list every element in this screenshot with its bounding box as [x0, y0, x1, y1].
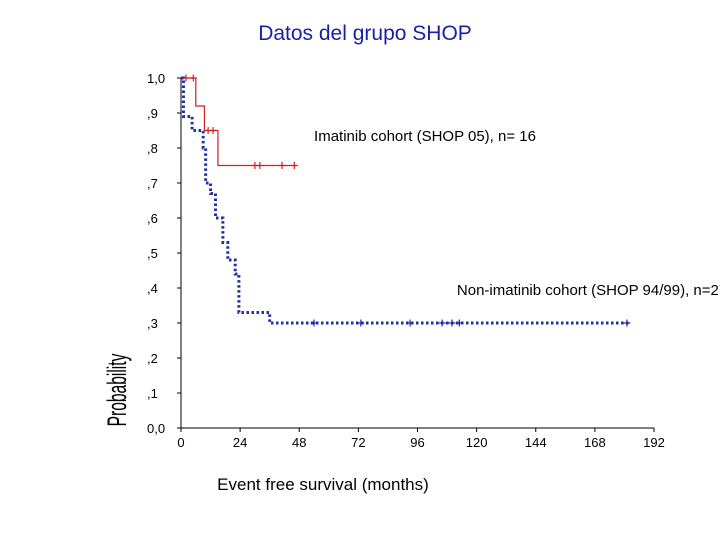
y-tick-label: ,9 — [147, 106, 158, 121]
y-tick-label: ,7 — [147, 176, 158, 191]
x-tick-label: 0 — [177, 435, 184, 450]
y-tick-label: ,1 — [147, 386, 158, 401]
y-tick-label: 1,0 — [147, 71, 165, 86]
annotation-1: Imatinib cohort (SHOP 05), n= 16 — [314, 128, 536, 145]
x-tick-label: 120 — [466, 435, 488, 450]
x-axis-label: Event free survival (months) — [217, 475, 429, 494]
series-line-2 — [181, 76, 630, 325]
series-line-1 — [181, 77, 297, 167]
x-axis-ticks: 0 24 48 72 96 120 144 168 192 — [177, 428, 665, 450]
y-tick-label: ,4 — [147, 281, 158, 296]
chart-series — [181, 74, 631, 327]
x-tick-label: 96 — [410, 435, 424, 450]
x-tick-label: 168 — [584, 435, 606, 450]
y-tick-label: ,5 — [147, 246, 158, 261]
y-tick-label: 0,0 — [147, 421, 165, 436]
x-tick-label: 24 — [233, 435, 247, 450]
y-tick-label: ,8 — [147, 141, 158, 156]
y-tick-label: ,6 — [147, 211, 158, 226]
y-tick-label: ,2 — [147, 351, 158, 366]
y-axis-ticks: 0,0 ,1 ,2 ,3 ,4 ,5 ,6 ,7 ,8 ,9 1,0 — [147, 71, 181, 436]
y-tick-label: ,3 — [147, 316, 158, 331]
y-axis-label: Probability — [102, 354, 133, 427]
x-tick-label: 48 — [292, 435, 306, 450]
page-title: Datos del grupo SHOP — [258, 22, 472, 45]
chart-annotations: Imatinib cohort (SHOP 05), n= 16 Non-imat… — [314, 128, 720, 299]
x-tick-label: 192 — [643, 435, 665, 450]
annotation-2: Non-imatinib cohort (SHOP 94/99), n=27 — [457, 282, 720, 299]
x-tick-label: 72 — [351, 435, 365, 450]
x-tick-label: 144 — [525, 435, 547, 450]
